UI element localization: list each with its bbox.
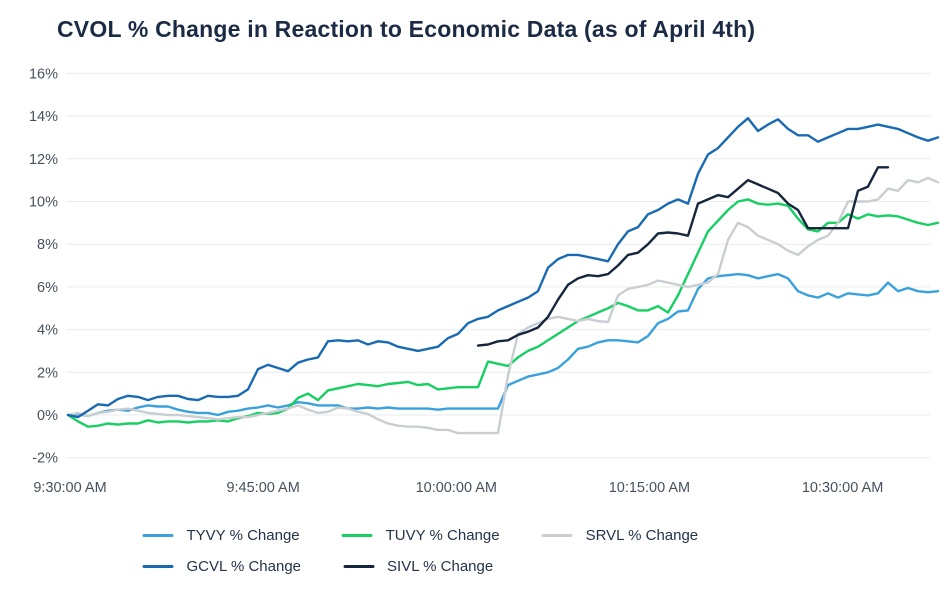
series-line-sivl xyxy=(476,166,890,347)
legend-label-srvl: SRVL % Change xyxy=(585,526,699,544)
series-line-gcvl xyxy=(66,116,940,419)
series-line-tuvy xyxy=(66,198,940,428)
legend-swatch-gcvl xyxy=(142,564,174,568)
x-axis-label: 9:45:00 AM xyxy=(226,480,299,496)
legend-item-tuvy: TUVY % Change xyxy=(341,524,500,546)
legend-item-sivl: SIVL % Change xyxy=(343,555,493,577)
y-axis-label: 2% xyxy=(37,365,58,381)
legend-swatch-srvl xyxy=(541,533,573,537)
legend-item-tyvy: TYVY % Change xyxy=(142,524,300,546)
y-axis-label: 12% xyxy=(29,152,58,168)
y-axis-label: 16% xyxy=(29,66,58,82)
legend-swatch-sivl xyxy=(343,564,375,568)
y-axis-label: 6% xyxy=(37,280,58,296)
y-axis-label: 8% xyxy=(37,237,58,253)
legend-item-gcvl: GCVL % Change xyxy=(142,555,302,577)
y-axis-label: 10% xyxy=(29,195,58,211)
legend-label-gcvl: GCVL % Change xyxy=(186,557,302,575)
legend-label-tyvy: TYVY % Change xyxy=(186,526,300,544)
x-axis-label: 9:30:00 AM xyxy=(33,480,106,496)
legend-item-srvl: SRVL % Change xyxy=(541,524,699,546)
x-axis-label: 10:00:00 AM xyxy=(416,480,497,496)
legend-label-sivl: SIVL % Change xyxy=(387,557,494,575)
x-axis-label: 10:15:00 AM xyxy=(609,480,690,496)
y-axis-label: 14% xyxy=(29,109,58,125)
legend-label-tuvy: TUVY % Change xyxy=(385,526,500,544)
chart-legend: TYVY % Change TUVY % Change SRVL % Change G… xyxy=(142,524,798,577)
y-axis-label: 0% xyxy=(37,408,58,424)
y-axis-label: -2% xyxy=(32,451,58,467)
y-axis-label: 4% xyxy=(37,323,58,339)
x-axis-label: 10:30:00 AM xyxy=(802,480,883,496)
chart-title: CVOL % Change in Reaction to Economic Da… xyxy=(57,16,756,42)
series-line-tyvy xyxy=(66,272,940,418)
series-line-srvl xyxy=(66,176,940,435)
legend-swatch-tyvy xyxy=(142,533,174,537)
legend-swatch-tuvy xyxy=(341,533,373,537)
